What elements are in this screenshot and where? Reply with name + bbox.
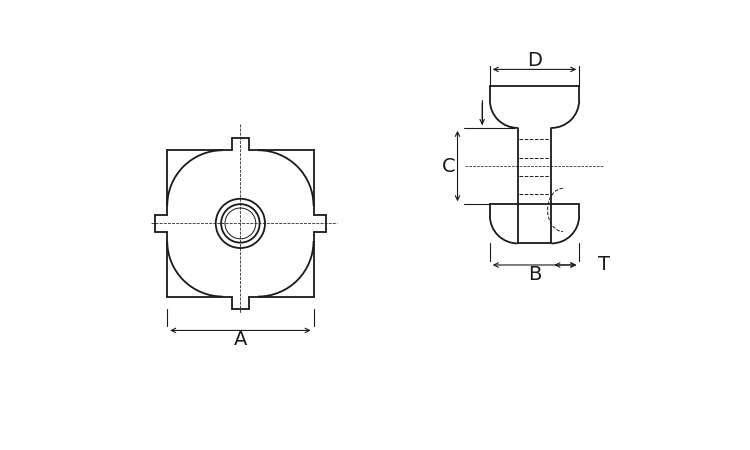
Text: C: C xyxy=(442,157,455,176)
Text: A: A xyxy=(234,330,247,349)
Text: B: B xyxy=(528,265,542,284)
Text: T: T xyxy=(598,256,610,274)
Text: D: D xyxy=(527,51,542,70)
